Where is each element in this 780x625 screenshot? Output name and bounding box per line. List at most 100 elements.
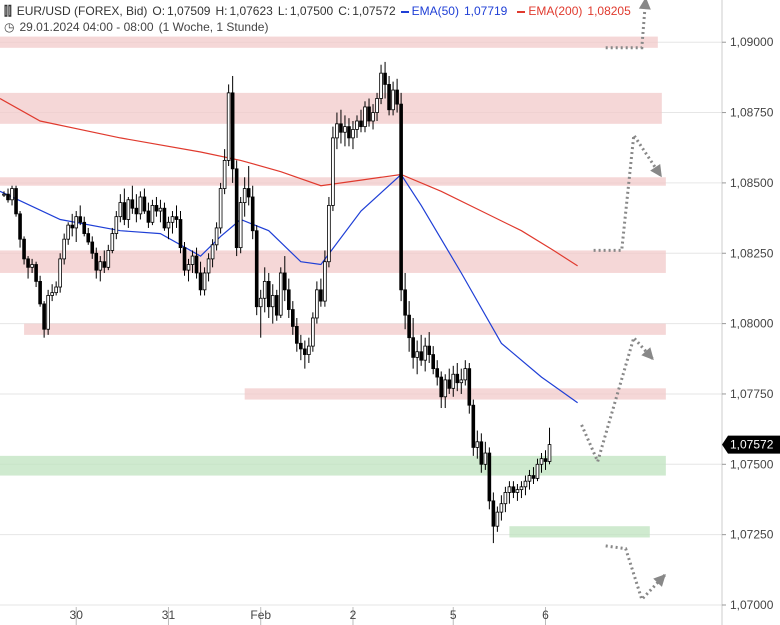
candle-62 xyxy=(250,185,255,240)
candle-80 xyxy=(323,250,327,307)
candle-12 xyxy=(50,284,54,302)
candle-71 xyxy=(286,278,291,318)
candle-64 xyxy=(258,289,263,338)
low-label: L: xyxy=(277,4,288,18)
x-tick-label-4: 5 xyxy=(450,608,457,622)
open-value: 1,07509 xyxy=(167,4,211,18)
candle-41 xyxy=(166,216,171,240)
candle-109 xyxy=(439,371,444,409)
candle-87 xyxy=(351,121,355,150)
candle-103 xyxy=(415,340,419,375)
ema50-line xyxy=(0,173,578,404)
candle-19 xyxy=(78,205,83,226)
candle-39 xyxy=(158,199,163,223)
projection-arrow-0 xyxy=(638,0,651,10)
candle-45 xyxy=(182,242,187,276)
candle-21 xyxy=(86,227,91,245)
candle-49 xyxy=(198,261,203,296)
ema50-label: EMA(50) xyxy=(411,4,459,18)
candle-111 xyxy=(447,368,452,394)
projection-arrow-3 xyxy=(653,574,666,587)
candle-28 xyxy=(114,211,119,240)
chart-legend: ⫿⫿ EUR/USD (FOREX, Bid) O: 1,07509 H: 1,07623… xyxy=(4,3,641,35)
candle-15 xyxy=(62,233,66,265)
candle-97 xyxy=(391,81,395,116)
candle-23 xyxy=(94,247,99,279)
candle-10 xyxy=(42,301,46,338)
projection-path-3 xyxy=(605,544,667,603)
candle-36 xyxy=(146,202,151,228)
date-range: 29.01.2024 04:00 - 08:00 xyxy=(19,20,154,34)
close-value: 1,07572 xyxy=(352,4,396,18)
candle-33 xyxy=(134,194,139,223)
candle-85 xyxy=(343,115,347,147)
candle-16 xyxy=(66,222,70,245)
low-value: 1,07500 xyxy=(289,4,334,18)
ema200-swatch xyxy=(517,10,526,13)
candle-76 xyxy=(307,337,311,363)
support-zone-7 xyxy=(509,526,650,538)
candle-3 xyxy=(14,185,18,217)
candle-25 xyxy=(102,250,107,273)
candle-9 xyxy=(38,275,42,307)
candle-57 xyxy=(230,75,235,183)
open-label: O: xyxy=(152,4,166,18)
candle-42 xyxy=(170,211,175,234)
candle-43 xyxy=(174,205,179,228)
candle-30 xyxy=(122,188,127,226)
zone-layer xyxy=(0,36,666,538)
resistance-zone-5 xyxy=(244,388,666,400)
y-tick-label-7: 1,07250 xyxy=(730,528,774,542)
resistance-zone-3 xyxy=(0,250,666,273)
candle-44 xyxy=(178,211,183,254)
candle-54 xyxy=(218,182,223,234)
candle-121 xyxy=(487,447,492,510)
candle-46 xyxy=(186,258,191,282)
candle-93 xyxy=(375,92,379,121)
candle-61 xyxy=(246,166,251,206)
candle-88 xyxy=(355,115,359,138)
resistance-zone-1 xyxy=(0,92,662,124)
candle-86 xyxy=(347,118,351,147)
candle-78 xyxy=(315,281,319,324)
candle-66 xyxy=(266,272,271,318)
candle-131 xyxy=(527,469,532,490)
x-tick-label-1: 31 xyxy=(162,608,176,622)
y-tick-label-4: 1,08000 xyxy=(730,317,774,331)
candle-53 xyxy=(214,222,219,251)
candle-94 xyxy=(379,64,383,105)
candle-124 xyxy=(499,495,504,521)
candle-17 xyxy=(70,213,75,237)
candle-112 xyxy=(451,365,456,397)
candle-65 xyxy=(262,267,267,313)
candle-7 xyxy=(30,258,34,273)
candle-18 xyxy=(74,211,79,242)
candle-29 xyxy=(118,194,123,223)
candle-96 xyxy=(387,75,391,116)
x-tick-label-5: 6 xyxy=(542,608,549,622)
ema50-swatch xyxy=(400,10,409,13)
candle-77 xyxy=(311,312,315,352)
candle-114 xyxy=(459,368,464,394)
last-price-badge xyxy=(722,435,780,454)
candle-82 xyxy=(331,126,335,212)
candle-128 xyxy=(515,484,520,501)
candle-55 xyxy=(222,149,227,195)
high-value: 1,07623 xyxy=(229,4,273,18)
support-zone-6 xyxy=(0,455,666,476)
candle-35 xyxy=(142,188,147,214)
candle-117 xyxy=(471,399,476,456)
candle-136 xyxy=(547,427,552,465)
candle-102 xyxy=(411,317,415,369)
candle-92 xyxy=(371,104,375,130)
candle-89 xyxy=(359,109,363,133)
candle-51 xyxy=(206,253,211,282)
candle-126 xyxy=(507,481,512,504)
candle-27 xyxy=(110,227,115,254)
candle-115 xyxy=(463,360,468,386)
candlestick-icon[interactable]: ⫿⫿ xyxy=(4,4,12,18)
candle-90 xyxy=(363,101,367,133)
candle-48 xyxy=(194,247,199,279)
candle-4 xyxy=(18,211,22,248)
